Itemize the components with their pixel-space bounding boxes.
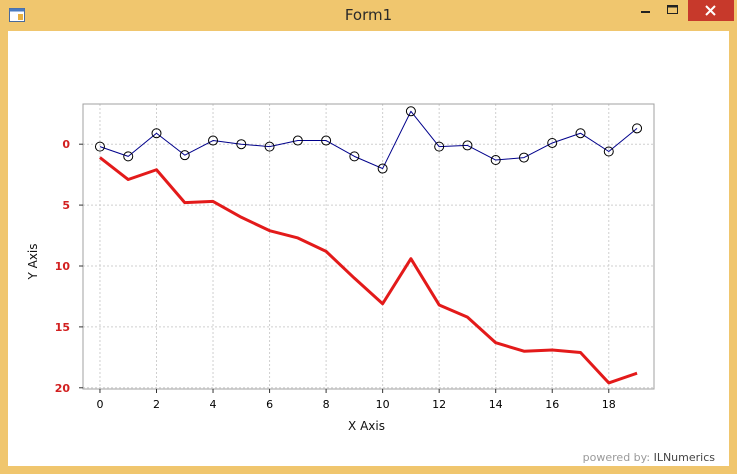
y-tick-label: 15 [55,321,70,334]
powered-by-text: powered by: [582,451,651,464]
powered-by-label: powered by: ILNumerics [583,451,715,464]
data-point-marker [462,140,473,151]
form-icon [9,8,25,22]
data-point-marker [236,139,247,150]
data-point-marker [208,135,219,146]
title-bar[interactable]: Form1 [0,0,737,31]
y-axis-label: Y Axis [26,243,40,280]
x-tick-label: 6 [266,398,273,411]
close-button[interactable] [688,0,734,21]
maximize-button[interactable] [659,0,687,21]
line-chart[interactable]: 0 2 4 6 8 10 12 14 16 18 0 5 10 15 20 X Axis Y Axis [8,31,729,466]
data-point-marker [321,135,332,146]
x-axis-label: X Axis [348,419,385,433]
x-tick-label: 14 [489,398,503,411]
data-point-marker [603,146,614,157]
x-tick-label: 16 [545,398,559,411]
chart-panel[interactable]: 0 2 4 6 8 10 12 14 16 18 0 5 10 15 20 X Axis Y Axis powe… [8,31,729,466]
data-point-marker [292,135,303,146]
minimize-icon [641,11,650,13]
y-tick-label: 0 [62,138,70,151]
data-point-marker [377,163,388,174]
plot-area [83,104,654,389]
close-icon [705,5,716,16]
x-tick-label: 12 [432,398,446,411]
x-tick-label: 4 [210,398,217,411]
data-point-marker [151,128,162,139]
data-point-marker [434,141,445,152]
y-tick-label: 5 [62,199,70,212]
series-line-2 [99,156,638,385]
data-point-marker [264,141,275,152]
data-point-marker [518,152,529,163]
maximize-icon [667,5,678,14]
y-tick-label: 20 [55,382,71,395]
x-tick-label: 10 [376,398,390,411]
window-title: Form1 [344,6,393,24]
data-point-marker [575,128,586,139]
x-tick-label: 2 [153,398,160,411]
data-point-marker [405,106,416,117]
x-tick-label: 18 [602,398,616,411]
data-point-marker [179,150,190,161]
data-point-marker [94,141,105,152]
data-point-marker [349,151,360,162]
x-tick-label: 0 [96,398,103,411]
series-line-1 [99,110,638,170]
minimize-button[interactable] [632,0,658,21]
data-point-marker [490,155,501,166]
plot-frame [82,103,655,390]
data-point-marker [632,123,643,134]
data-point-marker [547,137,558,148]
x-tick-label: 8 [323,398,330,411]
y-tick-label: 10 [55,260,71,273]
brand-name: ILNumerics [653,451,715,464]
data-point-marker [123,151,134,162]
